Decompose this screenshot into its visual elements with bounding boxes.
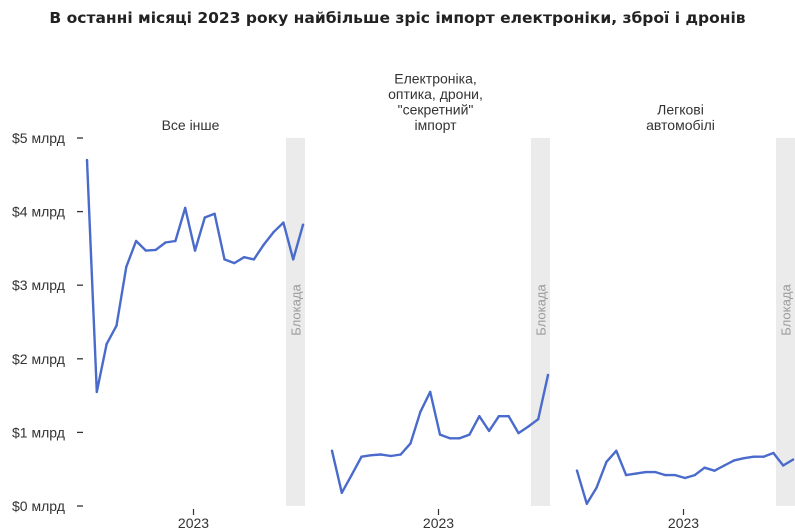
data-point — [644, 470, 647, 474]
data-point — [478, 415, 481, 418]
data-point — [468, 433, 471, 436]
data-point — [399, 453, 402, 456]
data-point — [527, 425, 530, 428]
data-point — [409, 442, 412, 445]
data-point — [134, 239, 138, 243]
data-point — [262, 243, 265, 246]
y-tick-label: $2 млрд — [12, 351, 65, 367]
x-tick-label: 2023 — [668, 515, 699, 530]
data-point — [624, 473, 628, 477]
data-point — [292, 258, 295, 261]
blockade-band — [531, 138, 550, 506]
data-point — [340, 491, 343, 494]
data-point — [350, 473, 353, 477]
data-point — [772, 451, 775, 455]
blockade-label: Блокада — [779, 284, 794, 336]
data-point — [703, 466, 706, 469]
data-point — [537, 418, 540, 421]
data-point — [791, 458, 795, 461]
y-tick-label: $5 млрд — [12, 130, 65, 146]
panel-title-line: імпорт — [415, 117, 458, 133]
y-tick-label: $3 млрд — [12, 277, 65, 293]
data-point — [223, 258, 226, 261]
data-point — [174, 239, 177, 243]
panel-title-line: Легкові — [657, 102, 704, 118]
data-point — [184, 206, 187, 210]
y-tick-label: $1 млрд — [12, 424, 65, 440]
data-point — [125, 265, 128, 268]
data-point — [782, 464, 785, 467]
data-point — [438, 433, 442, 436]
data-point — [615, 449, 618, 452]
data-point — [301, 223, 305, 226]
y-tick-label: $4 млрд — [12, 204, 65, 220]
y-tick-label: $0 млрд — [12, 498, 65, 514]
data-point — [95, 390, 99, 394]
data-point — [605, 460, 608, 463]
data-point — [389, 454, 393, 458]
data-point — [429, 390, 432, 394]
data-point — [233, 261, 236, 265]
blockade-band — [286, 138, 305, 506]
x-tick-label: 2023 — [423, 515, 454, 530]
data-point — [723, 464, 726, 467]
series-line — [85, 158, 305, 394]
data-point — [507, 415, 510, 418]
data-point — [664, 473, 667, 477]
data-point — [634, 472, 638, 475]
data-point — [272, 231, 275, 234]
panel-title-line: Все інше — [162, 117, 220, 133]
data-point — [115, 324, 118, 327]
data-point — [164, 241, 167, 244]
data-point — [370, 454, 373, 457]
data-point — [144, 249, 148, 252]
data-point — [203, 216, 206, 219]
data-point — [497, 415, 501, 418]
blockade-label: Блокада — [289, 284, 304, 336]
data-point — [742, 457, 746, 460]
data-point — [154, 248, 157, 252]
data-point — [360, 455, 363, 458]
data-point — [282, 221, 285, 224]
panel-title-line: Електроніка, — [394, 71, 477, 87]
panel-title-line: оптика, дрони, — [388, 86, 483, 102]
blockade-label: Блокада — [534, 284, 549, 336]
data-point — [517, 431, 520, 435]
data-point — [693, 473, 696, 477]
panel-title-line: "секретний" — [398, 102, 474, 118]
data-point — [713, 469, 716, 472]
data-point — [85, 158, 89, 162]
data-point — [575, 469, 579, 472]
data-point — [330, 449, 334, 452]
data-point — [683, 476, 687, 480]
data-point — [732, 459, 736, 462]
data-point — [193, 249, 197, 252]
data-point — [752, 455, 755, 458]
data-point — [252, 258, 256, 261]
data-point — [419, 410, 422, 413]
blockade-band — [776, 138, 795, 506]
data-point — [379, 453, 383, 456]
data-point — [242, 256, 246, 259]
data-point — [762, 455, 765, 458]
data-point — [458, 437, 461, 440]
data-point — [105, 342, 108, 346]
x-tick-label: 2023 — [178, 515, 209, 530]
data-point — [546, 373, 550, 377]
data-point — [487, 429, 491, 433]
chart-title: В останні місяці 2023 року найбільше зрі… — [49, 9, 746, 27]
panel-title-line: автомобілі — [646, 117, 715, 133]
data-point — [448, 437, 451, 440]
data-point — [654, 470, 657, 474]
data-point — [213, 212, 216, 215]
data-point — [595, 486, 598, 489]
data-point — [585, 502, 588, 505]
data-point — [674, 473, 677, 477]
